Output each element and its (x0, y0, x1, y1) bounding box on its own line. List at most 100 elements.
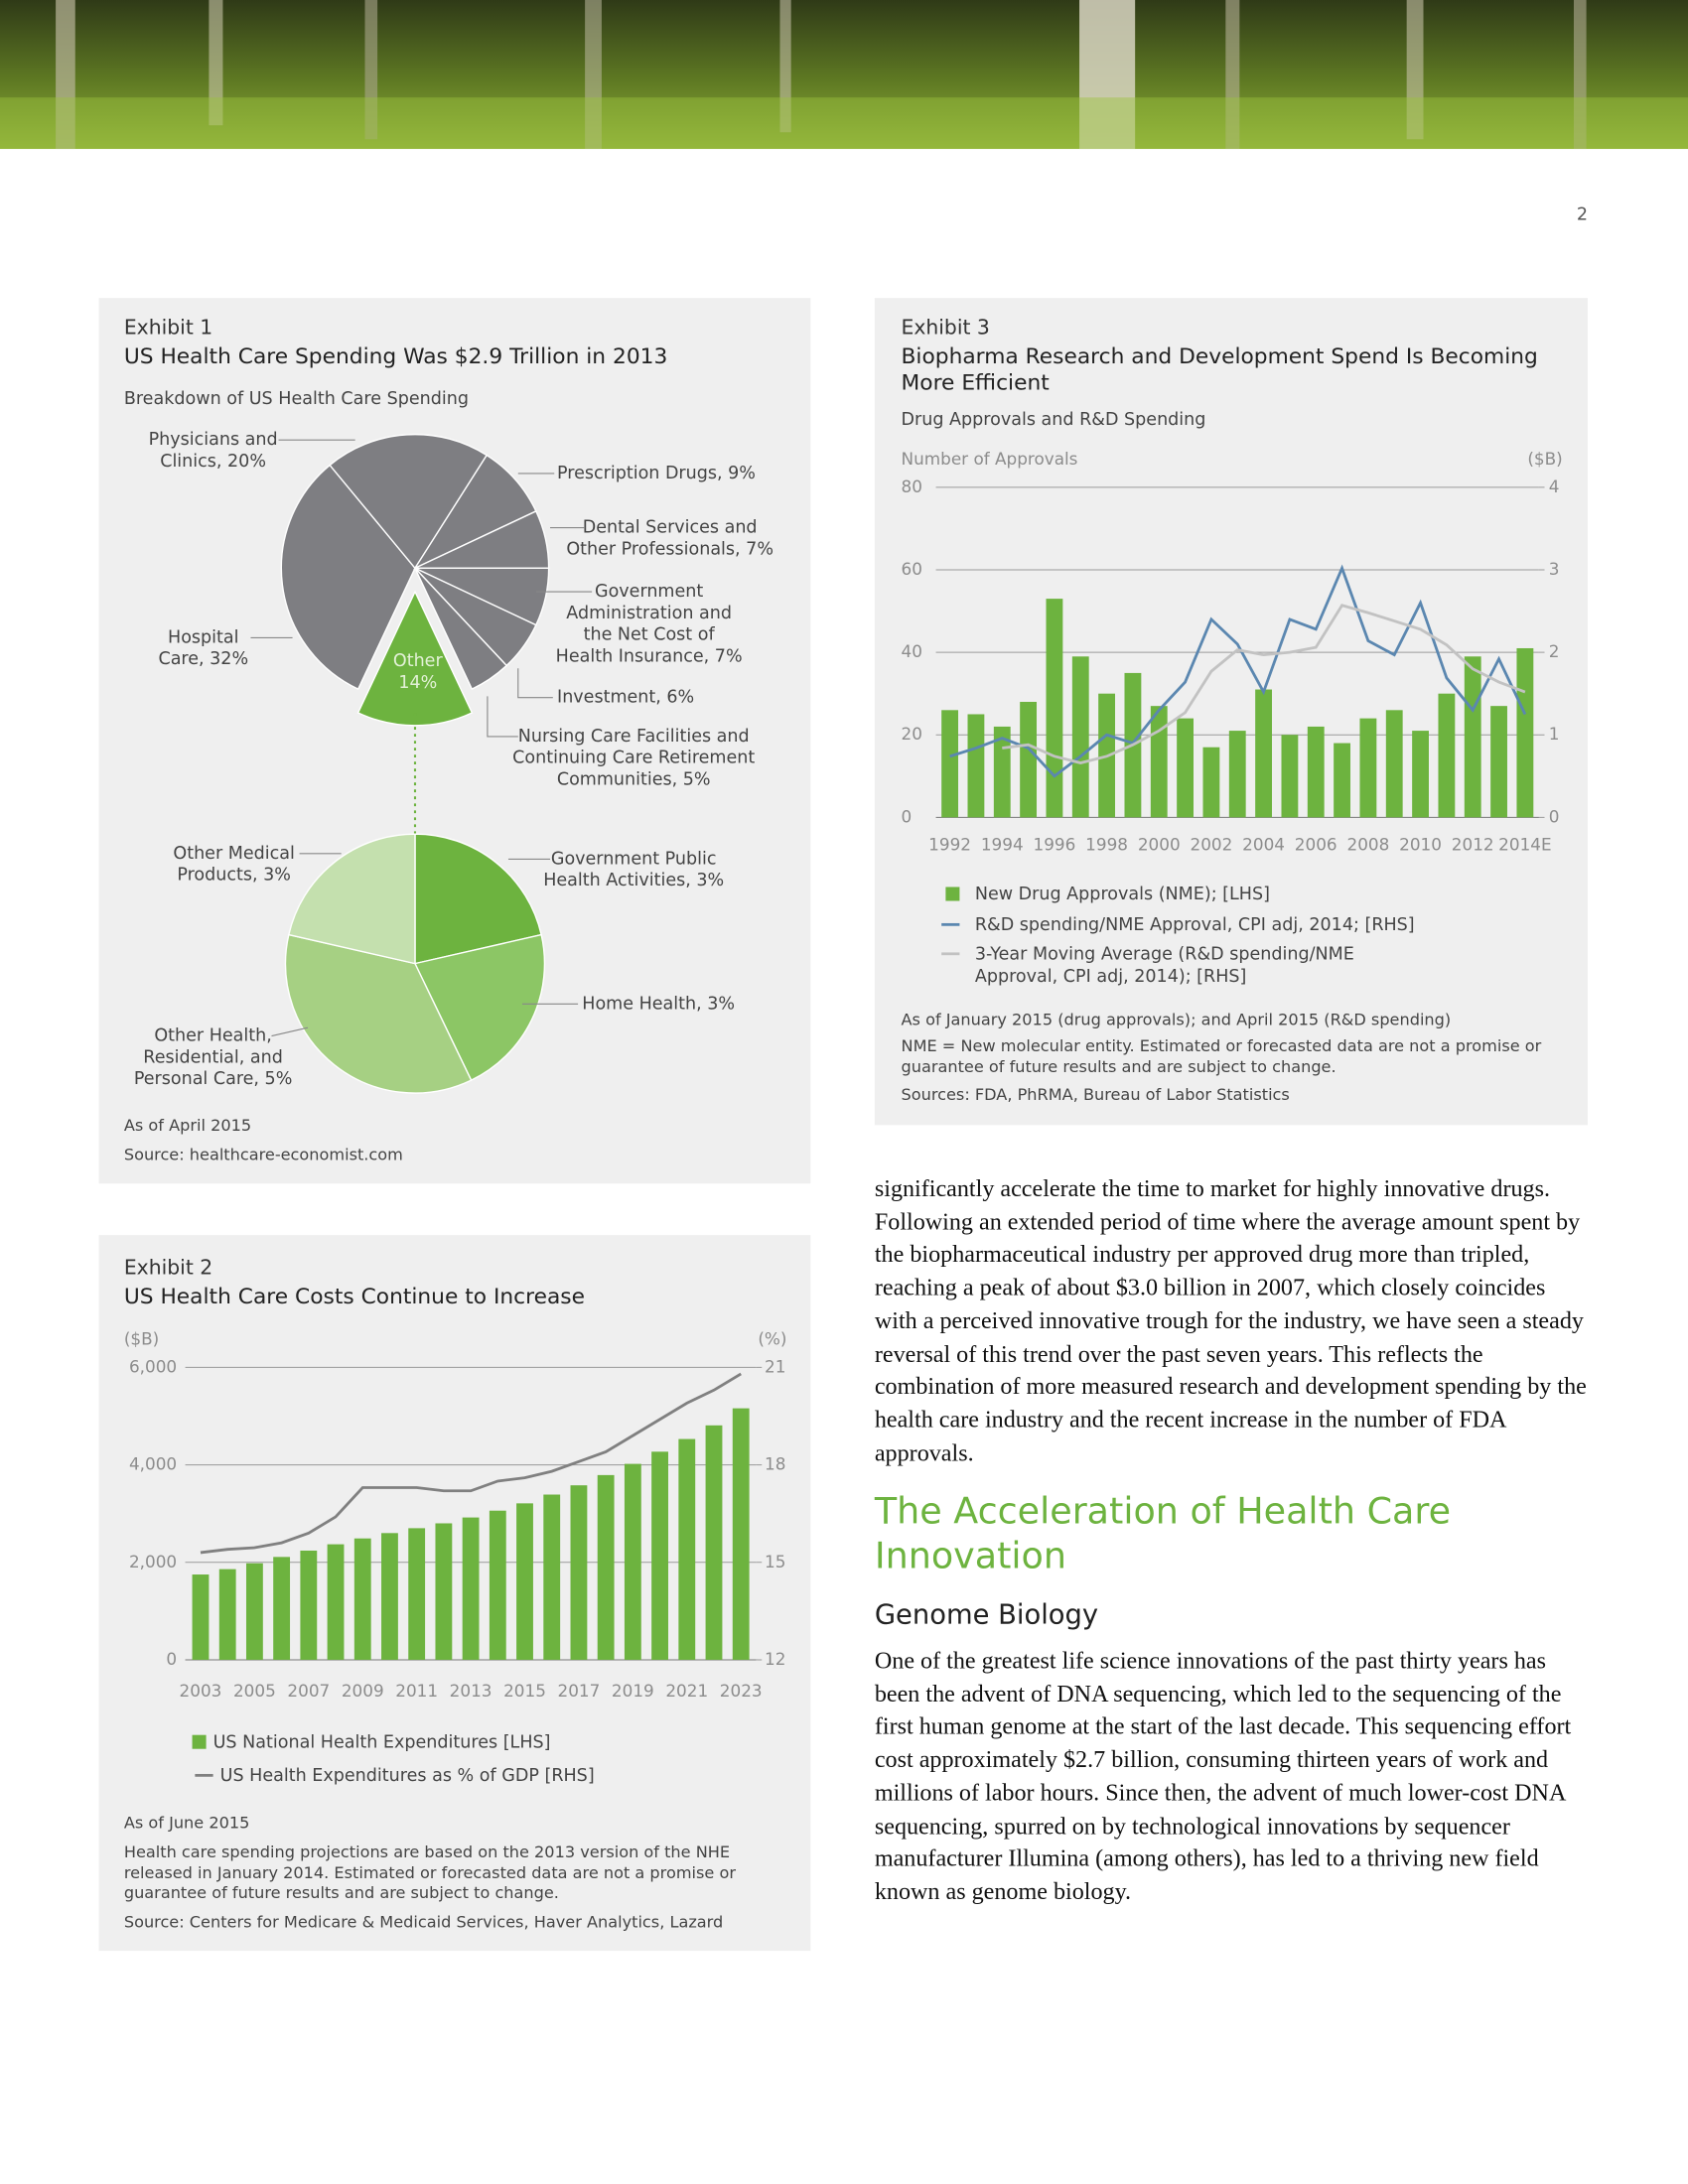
y-axis-title: ($B) (124, 1328, 159, 1348)
x-tick-label: 1992 (928, 834, 971, 854)
slice-label: Investment, 6% (557, 688, 694, 708)
label-line: 14% (398, 673, 437, 693)
bar (1202, 747, 1220, 818)
label-line: Clinics, 20% (160, 452, 266, 472)
slice-label: Other Health, Residential, and Personal Ca… (134, 1026, 293, 1089)
bar (543, 1494, 561, 1660)
label-line: Hospital (168, 627, 238, 647)
label-line: Other Health, (154, 1026, 271, 1046)
pie-slice (280, 464, 416, 691)
label-line: Other (393, 651, 444, 671)
sub-pie-slice (414, 833, 543, 965)
slice-label: Other 14% (393, 651, 444, 693)
label-line: Government (595, 582, 703, 602)
bar (192, 1574, 210, 1660)
x-tick-label: 2008 (1346, 834, 1389, 854)
exhibit-1-panel: Exhibit 1 US Health Care Spending Was $2… (98, 298, 811, 1184)
legend-swatch (195, 1773, 213, 1777)
y2-tick-label: 2 (1549, 641, 1560, 661)
section-heading: The Acceleration of Health Care Innovati… (874, 1491, 1452, 1578)
legend-swatch (941, 922, 960, 926)
bar (1307, 726, 1325, 818)
page-number: 2 (1576, 203, 1589, 224)
slice-label: Home Health, 3% (582, 994, 735, 1014)
x-tick-label: 2000 (1138, 834, 1181, 854)
leader-line (517, 668, 553, 699)
label-line: Government Public (551, 849, 717, 869)
exhibit-subtitle: Breakdown of US Health Care Spending (123, 386, 469, 408)
label-line: Care, 32% (158, 649, 248, 669)
bar (624, 1463, 641, 1660)
slice-label: Nursing Care Facilities and Continuing Ca… (512, 727, 755, 789)
y2-tick-label: 4 (1549, 477, 1560, 496)
y-tick-label: 2,000 (129, 1552, 177, 1571)
bar (597, 1474, 615, 1660)
line-series (200, 1372, 742, 1555)
chart: 0 2,000 4,000 6,000 12 15 18 21 ($B) (%) 2003 2005 2… (124, 1328, 787, 1701)
bar (1150, 706, 1168, 818)
x-tick-label: 2002 (1191, 834, 1233, 854)
exhibit-3-panel: Exhibit 3 Biopharma Research and Develop… (874, 298, 1589, 1126)
label-line: Residential, and (143, 1047, 283, 1067)
y-tick-label: 6,000 (129, 1356, 177, 1376)
header-photo (0, 0, 1688, 150)
label-line: Other Medical (173, 844, 294, 864)
label-line: Investment, 6% (557, 688, 694, 708)
legend-label: New Drug Approvals (NME); [LHS] (974, 883, 1270, 904)
y-tick-label: 80 (902, 477, 922, 496)
legend-swatch (941, 952, 960, 956)
x-tick-label: 2012 (1452, 834, 1494, 854)
subheading: Genome Biology (874, 1598, 1099, 1631)
bar (967, 714, 985, 818)
bar (435, 1523, 453, 1660)
bar (245, 1563, 263, 1660)
chart: Hospital Care, 32% Physicians and Clinics, … (134, 430, 774, 1094)
bar (678, 1438, 696, 1660)
line-series (949, 564, 1527, 778)
bar (353, 1538, 371, 1660)
bar (300, 1550, 318, 1660)
x-tick-label: 2023 (720, 1681, 763, 1701)
legend-label: US National Health Expenditures [LHS] (212, 1730, 551, 1752)
bar (1359, 718, 1377, 818)
x-tick-label: 2017 (558, 1681, 601, 1701)
x-tick-label: 1998 (1085, 834, 1128, 854)
bar (1490, 706, 1507, 818)
slice-label: Physicians and Clinics, 20% (149, 430, 278, 472)
bar (1385, 710, 1403, 818)
x-tick-label: 2011 (395, 1681, 438, 1701)
bar (1464, 656, 1481, 818)
exhibit-title: US Health Care Spending Was $2.9 Trillio… (123, 343, 668, 369)
label-line: Physicians and (149, 430, 278, 450)
label-line: Health Activities, 3% (543, 871, 724, 890)
label-line: Home Health, 3% (582, 994, 735, 1014)
bar (1046, 599, 1063, 818)
x-tick-label: 2006 (1295, 834, 1337, 854)
x-tick-label: 1994 (981, 834, 1024, 854)
y-tick-label: 0 (166, 1649, 177, 1669)
x-tick-label: 2013 (450, 1681, 492, 1701)
label-line: Administration and (566, 604, 732, 623)
exhibit-subtitle: Drug Approvals and R&D Spending (901, 407, 1206, 430)
legend-swatch (192, 1734, 207, 1749)
x-tick-label: 2019 (612, 1681, 654, 1701)
bar (1281, 735, 1299, 818)
bar (732, 1408, 750, 1660)
label-line: Health Insurance, 7% (556, 646, 743, 666)
y-axis-title: Number of Approvals (902, 449, 1078, 469)
y-tick-label: 0 (902, 806, 913, 826)
note: As of June 2015 (123, 1813, 250, 1833)
slice-label: Prescription Drugs, 9% (557, 464, 756, 483)
label-line: Communities, 5% (557, 769, 711, 789)
note: As of January 2015 (drug approvals); and… (901, 1009, 1452, 1029)
x-tick-label: 2014E (1498, 834, 1551, 854)
line-series (1002, 604, 1526, 764)
label-line: Prescription Drugs, 9% (557, 464, 756, 483)
bar (408, 1528, 426, 1660)
label-line: Products, 3% (177, 866, 291, 886)
bar (1228, 731, 1246, 818)
y2-tick-label: 15 (765, 1552, 785, 1571)
chart: 0 20 40 60 80 0 1 2 3 4 Number of Approvals ($B) 199… (902, 449, 1563, 855)
slice-label: Other Medical Products, 3% (173, 844, 294, 886)
